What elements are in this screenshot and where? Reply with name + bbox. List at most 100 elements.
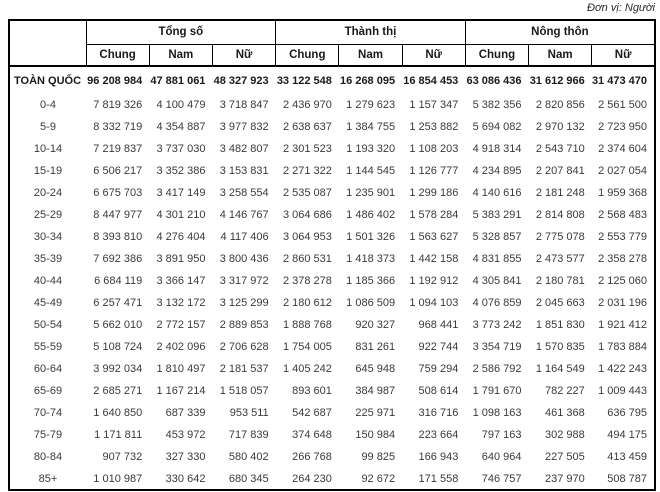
value-cell: 225 971 <box>355 407 396 419</box>
value-cell: 2 207 841 <box>535 165 585 177</box>
group-header-nong-thon: Nông thôn <box>464 19 656 45</box>
value-cell: 1 501 326 <box>346 231 396 243</box>
value-cell: 893 601 <box>292 385 332 397</box>
col-header-tong-nu: Nữ <box>211 43 277 67</box>
value-cell: 4 305 841 <box>472 275 522 287</box>
value-cell: 8 447 977 <box>93 209 143 221</box>
value-cell: 384 987 <box>355 385 396 397</box>
value-cell: 6 257 471 <box>93 297 143 309</box>
value-cell: 171 558 <box>418 472 459 485</box>
value-cell: 2 271 322 <box>282 165 332 177</box>
value-cell: 759 294 <box>418 363 459 375</box>
value-cell: 953 511 <box>229 407 269 419</box>
row-label: 50-54 <box>33 319 63 331</box>
value-cell: 3 737 030 <box>156 143 206 155</box>
value-cell: 1 405 242 <box>282 363 332 375</box>
value-cell: 1 086 509 <box>346 297 396 309</box>
value-cell: 7 692 386 <box>93 253 143 265</box>
value-cell: 1 959 368 <box>598 187 647 199</box>
col-header-tt-chung: Chung <box>275 43 340 67</box>
value-cell: 2 045 663 <box>535 297 585 309</box>
value-cell: 3 366 147 <box>156 275 206 287</box>
value-cell: 150 984 <box>355 429 396 441</box>
value-cell: 1 518 057 <box>219 385 269 397</box>
value-cell: 1 783 884 <box>598 341 647 353</box>
value-cell: 5 108 724 <box>93 341 143 353</box>
value-cell: 2 301 523 <box>282 143 332 155</box>
value-cell: 831 261 <box>355 341 396 353</box>
value-cell: 1 108 203 <box>409 143 459 155</box>
value-cell: 2 473 577 <box>535 253 585 265</box>
value-cell: 2 775 078 <box>535 231 585 243</box>
value-cell: 580 402 <box>228 451 269 463</box>
value-cell: 2 561 500 <box>598 99 647 111</box>
value-cell: 92 672 <box>361 472 396 485</box>
value-cell: 746 757 <box>481 472 522 485</box>
row-label: 20-24 <box>33 187 63 199</box>
value-cell: 8 332 719 <box>93 121 143 133</box>
row-label: 15-19 <box>33 165 63 177</box>
value-cell: 3 773 242 <box>472 319 522 331</box>
value-cell: 31 612 966 <box>529 74 585 87</box>
value-cell: 48 327 923 <box>213 74 269 87</box>
value-cell: 4 117 406 <box>220 231 269 243</box>
table-row: 25-29 8 447 977 4 301 210 4 146 767 3 064 68… <box>9 204 655 226</box>
value-cell: 2 543 710 <box>535 143 585 155</box>
value-cell: 3 064 686 <box>282 209 332 221</box>
value-cell: 1 851 830 <box>535 319 585 331</box>
value-cell: 1 193 320 <box>346 143 396 155</box>
value-cell: 5 662 010 <box>93 319 143 331</box>
value-cell: 63 086 436 <box>466 74 522 87</box>
unit-note: Đơn vị: Người <box>587 2 655 14</box>
value-cell: 6 675 703 <box>93 187 143 199</box>
table-row: 35-39 7 692 386 3 891 950 3 800 436 2 860 53… <box>9 248 655 270</box>
value-cell: 7 819 326 <box>93 99 143 111</box>
value-cell: 1 418 373 <box>346 253 396 265</box>
table-body: TOÀN QUỐC 96 208 984 47 881 061 48 327 923 3… <box>9 66 655 490</box>
value-cell: 1 754 005 <box>282 341 332 353</box>
table-row: 45-49 6 257 471 3 132 172 3 125 299 2 180 61… <box>9 292 655 314</box>
value-cell: 4 100 479 <box>156 99 206 111</box>
value-cell: 4 918 314 <box>472 143 522 155</box>
value-cell: 2 820 856 <box>535 99 585 111</box>
value-cell: 1 010 987 <box>93 472 143 485</box>
table-row: 85+ 1 010 987 330 642 680 345 264 230 92 672 1… <box>9 468 655 490</box>
value-cell: 6 684 119 <box>94 275 143 287</box>
row-label: 25-29 <box>33 209 63 221</box>
table-row: 50-54 5 662 010 2 772 157 2 889 853 1 888 76… <box>9 314 655 336</box>
corner-cell <box>8 19 87 67</box>
value-cell: 7 219 837 <box>93 143 143 155</box>
value-cell: 47 881 061 <box>150 74 206 87</box>
value-cell: 330 642 <box>165 472 206 485</box>
value-cell: 1 299 186 <box>409 187 459 199</box>
value-cell: 1 791 670 <box>472 385 522 397</box>
value-cell: 508 614 <box>418 385 459 397</box>
row-label: 40-44 <box>33 275 63 287</box>
value-cell: 1 171 811 <box>94 429 143 441</box>
value-cell: 2 031 196 <box>598 297 647 309</box>
value-cell: 2 772 157 <box>156 319 206 331</box>
value-cell: 922 744 <box>418 341 459 353</box>
table-row: 60-64 3 992 034 1 810 497 2 181 537 1 405 24… <box>9 358 655 380</box>
value-cell: 3 125 299 <box>219 297 269 309</box>
value-cell: 413 459 <box>607 451 647 463</box>
row-label: 75-79 <box>33 429 63 441</box>
value-cell: 1 157 347 <box>409 99 459 111</box>
table-row: 5-9 8 332 719 4 354 887 3 977 832 2 638 637 1… <box>9 116 655 138</box>
value-cell: 2 374 604 <box>598 143 647 155</box>
value-cell: 1 578 284 <box>409 209 459 221</box>
value-cell: 5 383 291 <box>472 209 522 221</box>
value-cell: 2 535 087 <box>282 187 332 199</box>
value-cell: 1 570 835 <box>535 341 585 353</box>
row-label: 70-74 <box>33 407 63 419</box>
row-label: 5-9 <box>40 121 56 133</box>
value-cell: 640 964 <box>481 451 522 463</box>
value-cell: 2 568 483 <box>598 209 647 221</box>
value-cell: 3 800 436 <box>219 253 269 265</box>
value-cell: 2 125 060 <box>598 275 647 287</box>
value-cell: 494 175 <box>607 429 647 441</box>
value-cell: 1 144 545 <box>346 165 396 177</box>
value-cell: 166 943 <box>418 451 459 463</box>
value-cell: 3 064 953 <box>282 231 332 243</box>
